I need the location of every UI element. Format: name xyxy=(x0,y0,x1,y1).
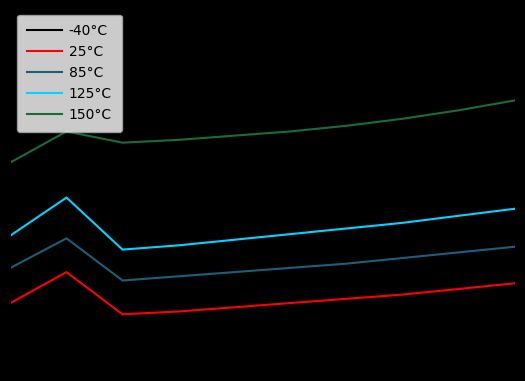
85°C xyxy=(400,256,406,260)
Line: 125°C: 125°C xyxy=(10,197,514,250)
85°C xyxy=(455,250,461,255)
125°C xyxy=(511,207,518,211)
25°C xyxy=(287,301,293,305)
-40°C xyxy=(64,242,70,246)
25°C xyxy=(400,292,406,297)
-40°C xyxy=(287,275,293,280)
85°C xyxy=(64,236,70,241)
25°C xyxy=(343,296,350,301)
85°C xyxy=(343,261,350,266)
85°C xyxy=(287,266,293,270)
25°C xyxy=(175,309,182,314)
25°C xyxy=(232,305,238,309)
-40°C xyxy=(7,273,14,277)
Line: 25°C: 25°C xyxy=(10,272,514,314)
150°C xyxy=(175,138,182,142)
-40°C xyxy=(175,281,182,286)
150°C xyxy=(7,160,14,165)
25°C xyxy=(455,287,461,291)
25°C xyxy=(119,312,125,317)
85°C xyxy=(511,245,518,249)
-40°C xyxy=(455,266,461,270)
-40°C xyxy=(119,284,125,288)
125°C xyxy=(455,213,461,218)
85°C xyxy=(175,274,182,279)
150°C xyxy=(343,123,350,128)
150°C xyxy=(455,108,461,113)
-40°C xyxy=(400,270,406,274)
125°C xyxy=(7,233,14,238)
125°C xyxy=(175,243,182,248)
150°C xyxy=(64,129,70,134)
25°C xyxy=(64,270,70,274)
150°C xyxy=(119,140,125,145)
25°C xyxy=(7,301,14,305)
-40°C xyxy=(232,278,238,283)
150°C xyxy=(232,133,238,138)
150°C xyxy=(287,129,293,134)
-40°C xyxy=(511,261,518,266)
-40°C xyxy=(343,273,350,277)
125°C xyxy=(64,195,70,200)
125°C xyxy=(287,232,293,236)
Legend: -40°C, 25°C, 85°C, 125°C, 150°C: -40°C, 25°C, 85°C, 125°C, 150°C xyxy=(17,14,122,132)
125°C xyxy=(343,226,350,231)
Line: -40°C: -40°C xyxy=(10,244,514,286)
85°C xyxy=(119,278,125,283)
125°C xyxy=(232,237,238,242)
125°C xyxy=(400,221,406,225)
125°C xyxy=(119,247,125,252)
85°C xyxy=(232,270,238,274)
Line: 85°C: 85°C xyxy=(10,239,514,280)
Line: 150°C: 150°C xyxy=(10,101,514,162)
25°C xyxy=(511,281,518,286)
150°C xyxy=(400,117,406,121)
85°C xyxy=(7,266,14,270)
150°C xyxy=(511,98,518,103)
